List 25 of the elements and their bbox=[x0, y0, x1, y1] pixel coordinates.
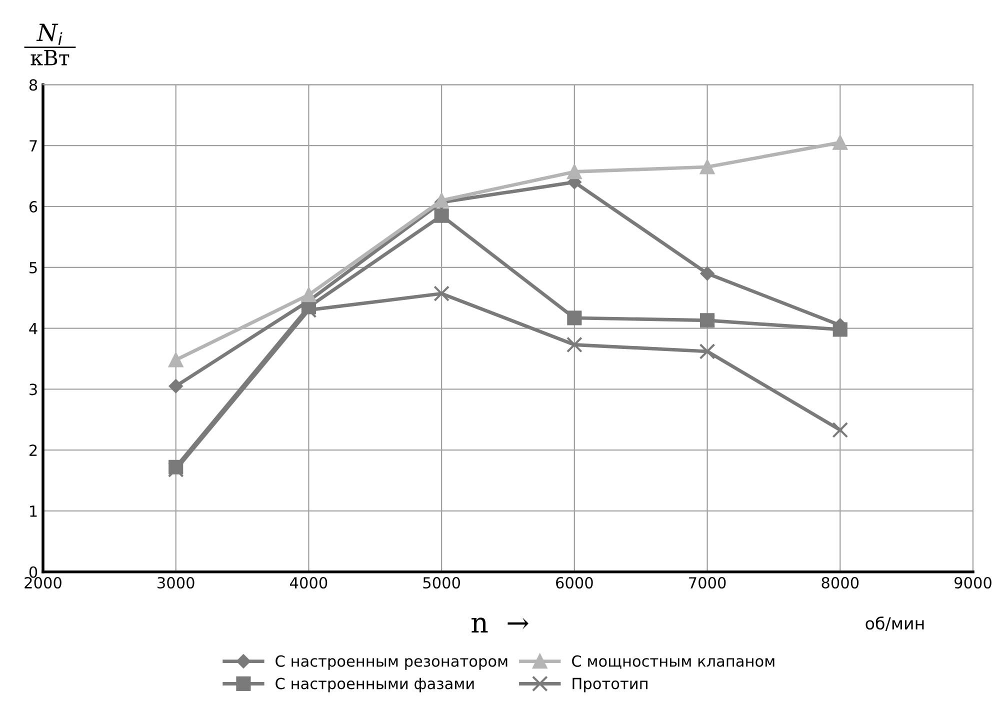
legend-label: Прототип bbox=[572, 678, 648, 692]
x-tick-label: 5000 bbox=[423, 576, 460, 589]
text: кВт bbox=[30, 50, 70, 66]
y-tick-label: 7 bbox=[30, 140, 37, 152]
x-tick-label: 2000 bbox=[24, 576, 62, 589]
legend-label: С настроенным резонатором bbox=[276, 655, 508, 670]
x-tick-label: 3000 bbox=[158, 576, 194, 589]
y-tick-label: 5 bbox=[30, 262, 37, 274]
x-tick-label: 8000 bbox=[822, 576, 859, 589]
legend-label: С настроенными фазами bbox=[276, 678, 474, 692]
y-tick-label: 6 bbox=[29, 200, 38, 213]
x-tick-label: 4000 bbox=[290, 576, 328, 589]
y-tick-label: 1 bbox=[30, 506, 37, 517]
text: об/мин bbox=[866, 616, 924, 631]
y-tick-label: 8 bbox=[29, 79, 38, 91]
y-axis-title: N$_{i}$ bbox=[36, 24, 62, 45]
y-tick-label: 2 bbox=[30, 444, 37, 456]
x-tick-label: 9000 bbox=[954, 576, 992, 589]
x-axis-title: n → bbox=[472, 618, 528, 632]
legend-label: С мощностным клапаном bbox=[572, 655, 774, 669]
x-tick-label: 6000 bbox=[556, 576, 593, 589]
y-tick-label: 3 bbox=[30, 384, 37, 396]
y-tick-label: 4 bbox=[29, 322, 38, 334]
x-tick-label: 7000 bbox=[689, 576, 726, 589]
y-tick-label: 0 bbox=[29, 566, 38, 578]
